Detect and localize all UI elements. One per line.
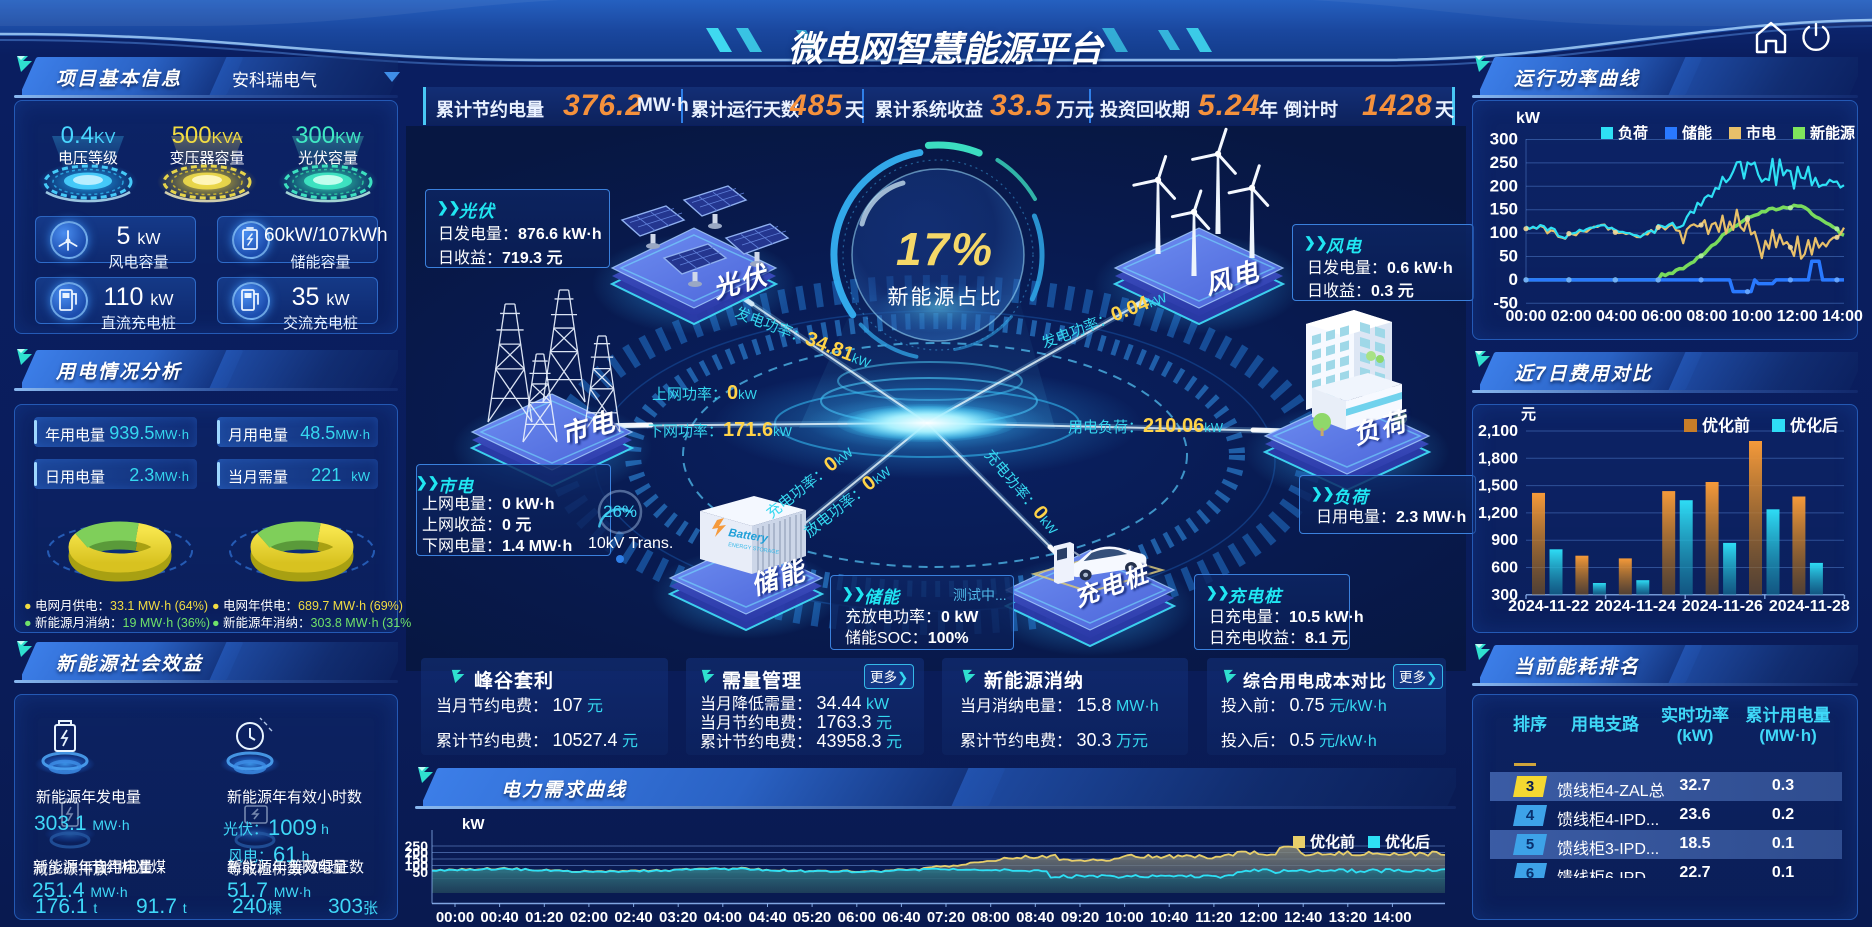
svg-text:14:00: 14:00 (1822, 308, 1863, 325)
svg-text:12:40: 12:40 (1284, 909, 1322, 926)
svg-text:08:00: 08:00 (1686, 308, 1727, 325)
svg-text:02:00: 02:00 (1551, 308, 1592, 325)
svg-text:06:40: 06:40 (882, 909, 920, 926)
svg-text:1,800: 1,800 (1478, 450, 1518, 467)
svg-text:300: 300 (1491, 587, 1518, 604)
svg-text:-50: -50 (1493, 293, 1518, 312)
svg-text:250: 250 (405, 838, 429, 854)
svg-text:03:20: 03:20 (659, 909, 697, 926)
svg-text:1,500: 1,500 (1478, 478, 1518, 495)
svg-text:07:20: 07:20 (927, 909, 965, 926)
svg-text:250: 250 (1490, 153, 1518, 172)
svg-text:100: 100 (1490, 223, 1518, 242)
svg-text:08:40: 08:40 (1016, 909, 1054, 926)
svg-text:200: 200 (1490, 176, 1518, 195)
svg-text:08:00: 08:00 (972, 909, 1010, 926)
svg-text:14:00: 14:00 (1373, 909, 1411, 926)
svg-text:02:00: 02:00 (570, 909, 608, 926)
svg-text:06:00: 06:00 (1641, 308, 1682, 325)
svg-text:2,100: 2,100 (1478, 423, 1518, 440)
svg-text:2024-11-22: 2024-11-22 (1508, 598, 1589, 615)
svg-text:13:20: 13:20 (1329, 909, 1367, 926)
svg-text:09:20: 09:20 (1061, 909, 1099, 926)
svg-text:1,200: 1,200 (1478, 505, 1518, 522)
svg-text:900: 900 (1491, 532, 1518, 549)
svg-text:00:40: 00:40 (480, 909, 518, 926)
svg-text:11:20: 11:20 (1195, 909, 1233, 926)
svg-text:优化后: 优化后 (1385, 833, 1430, 851)
svg-text:05:20: 05:20 (793, 909, 831, 926)
svg-text:新能源: 新能源 (1810, 124, 1855, 142)
svg-text:04:00: 04:00 (1596, 308, 1637, 325)
svg-text:12:00: 12:00 (1777, 308, 1818, 325)
svg-text:2024-11-28: 2024-11-28 (1769, 598, 1850, 615)
svg-text:10:00: 10:00 (1105, 909, 1143, 926)
svg-text:50: 50 (412, 864, 428, 880)
svg-text:150: 150 (1490, 200, 1518, 219)
svg-text:04:00: 04:00 (704, 909, 742, 926)
svg-text:600: 600 (1491, 560, 1518, 577)
svg-text:12:00: 12:00 (1239, 909, 1277, 926)
svg-text:300: 300 (1490, 130, 1518, 149)
svg-text:100: 100 (405, 858, 429, 874)
svg-text:10:00: 10:00 (1732, 308, 1773, 325)
svg-text:00:00: 00:00 (436, 909, 474, 926)
svg-text:优化前: 优化前 (1310, 833, 1355, 851)
svg-text:优化前: 优化前 (1702, 416, 1750, 435)
svg-text:2024-11-26: 2024-11-26 (1682, 598, 1763, 615)
svg-text:04:40: 04:40 (748, 909, 786, 926)
svg-text:市电: 市电 (1746, 124, 1776, 142)
svg-text:2024-11-24: 2024-11-24 (1595, 598, 1676, 615)
svg-text:200: 200 (405, 845, 429, 861)
svg-text:01:20: 01:20 (525, 909, 563, 926)
svg-text:负荷: 负荷 (1618, 124, 1648, 142)
svg-text:50: 50 (1499, 247, 1518, 266)
svg-text:10:40: 10:40 (1150, 909, 1188, 926)
svg-text:0: 0 (1509, 270, 1518, 289)
svg-text:储能: 储能 (1682, 124, 1712, 142)
svg-text:150: 150 (405, 851, 429, 867)
svg-text:02:40: 02:40 (614, 909, 652, 926)
svg-text:优化后: 优化后 (1790, 416, 1838, 435)
svg-text:06:00: 06:00 (838, 909, 876, 926)
svg-text:00:00: 00:00 (1506, 308, 1547, 325)
